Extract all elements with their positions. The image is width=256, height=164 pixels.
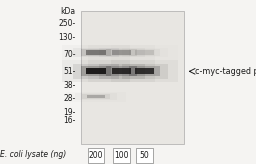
Bar <box>81 49 111 56</box>
Bar <box>66 92 126 102</box>
Bar <box>99 64 145 79</box>
Text: 50: 50 <box>140 151 150 160</box>
Bar <box>122 48 168 57</box>
Bar <box>73 64 119 79</box>
Bar <box>113 148 130 163</box>
Bar <box>99 48 145 57</box>
Bar <box>75 93 117 100</box>
Text: 200: 200 <box>89 151 103 160</box>
Bar <box>135 68 154 74</box>
Bar <box>136 148 153 163</box>
Bar <box>87 95 105 98</box>
Text: 70-: 70- <box>63 51 76 59</box>
Bar <box>62 45 130 60</box>
Bar <box>87 50 106 54</box>
Bar <box>111 45 178 60</box>
Bar <box>135 50 154 54</box>
Text: 19-: 19- <box>63 108 76 117</box>
Bar <box>111 61 178 82</box>
Text: E. coli lysate (ng): E. coli lysate (ng) <box>0 151 66 159</box>
Text: 28-: 28- <box>63 94 76 103</box>
Bar <box>81 66 111 76</box>
Bar <box>106 49 137 56</box>
Bar <box>122 64 168 79</box>
Bar <box>62 61 130 82</box>
Text: c-myc-tagged protein: c-myc-tagged protein <box>195 67 256 76</box>
Bar <box>106 66 137 76</box>
Text: 16-: 16- <box>63 116 76 125</box>
Text: 100: 100 <box>114 151 129 160</box>
Bar <box>88 45 155 60</box>
Bar <box>88 148 104 163</box>
Bar <box>73 48 119 57</box>
Text: 51-: 51- <box>63 67 76 76</box>
Bar <box>112 50 131 54</box>
Bar <box>82 94 110 99</box>
Text: 38-: 38- <box>63 81 76 90</box>
Bar <box>88 61 155 82</box>
Bar <box>81 11 184 144</box>
Bar <box>129 66 160 76</box>
Text: 250-: 250- <box>58 19 76 28</box>
Bar <box>129 49 160 56</box>
Bar <box>112 68 131 74</box>
Text: kDa: kDa <box>60 7 76 16</box>
Bar <box>87 68 106 74</box>
Text: 130-: 130- <box>58 33 76 42</box>
